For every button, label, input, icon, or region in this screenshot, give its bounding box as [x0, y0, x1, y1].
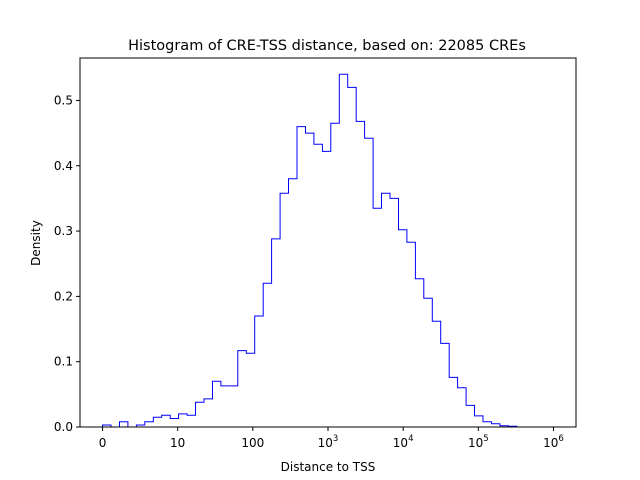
axes-frame	[79, 57, 577, 428]
chart-title: Histogram of CRE-TSS distance, based on:…	[128, 38, 526, 54]
y-tick-label: 0.5	[54, 93, 73, 107]
histogram-step-line	[102, 73, 518, 428]
plot-area	[102, 73, 518, 428]
y-tick-label: 0.2	[54, 289, 73, 303]
x-tick-label: 10	[170, 436, 185, 450]
x-axis: 0 10 100 103 104 105 106	[99, 427, 564, 450]
y-tick-label: 0.3	[54, 224, 73, 238]
x-tick-label: 0	[99, 436, 107, 450]
x-tick-label: 103	[318, 434, 339, 450]
y-tick-label: 0.0	[54, 420, 73, 434]
x-tick-label: 106	[543, 434, 564, 450]
y-axis: 0.0 0.1 0.2 0.3 0.4 0.5	[54, 93, 80, 434]
y-tick-label: 0.1	[54, 355, 73, 369]
x-axis-label: Distance to TSS	[281, 460, 376, 474]
y-axis-label: Density	[29, 220, 43, 266]
x-tick-label: 100	[241, 436, 264, 450]
x-tick-label: 104	[393, 434, 414, 450]
y-tick-label: 0.4	[54, 159, 73, 173]
x-tick-label: 105	[468, 434, 489, 450]
